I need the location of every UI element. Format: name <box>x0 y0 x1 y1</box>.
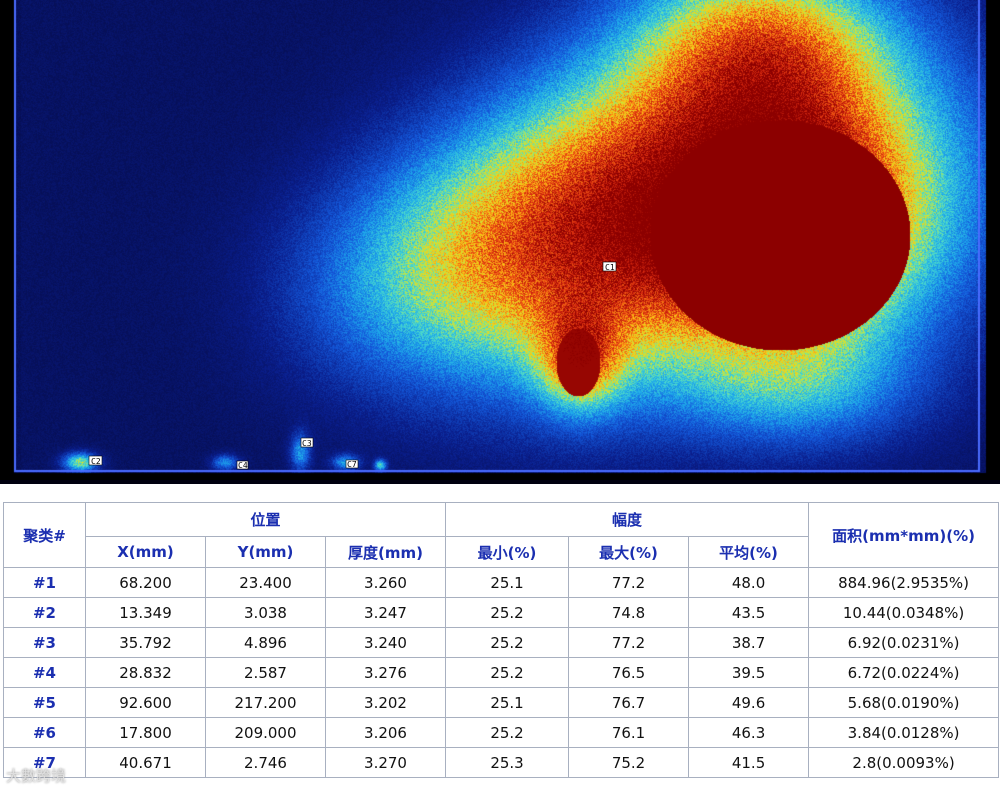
cluster-results-table: 聚类# 位置 幅度 面积(mm*mm)(%) X(mm) Y(mm) 厚度(mm… <box>0 484 1000 793</box>
marker-c7[interactable]: C7 <box>345 459 359 469</box>
table-row[interactable]: #4 28.832 2.587 3.276 25.2 76.5 39.5 6.7… <box>3 657 1000 688</box>
y-column-header[interactable]: Y(mm) <box>205 536 326 568</box>
avg-cell: 38.7 <box>688 627 810 658</box>
cluster-id: #7 <box>3 747 86 778</box>
thickness-cell: 3.270 <box>324 747 447 778</box>
area-header[interactable]: 面积(mm*mm)(%) <box>808 502 1000 568</box>
area-cell: 6.72(0.0224%) <box>808 657 1000 688</box>
avg-cell: 43.5 <box>688 597 810 628</box>
svg-text:C1: C1 <box>605 263 615 272</box>
cluster-table: 聚类# 位置 幅度 面积(mm*mm)(%) X(mm) Y(mm) 厚度(mm… <box>3 502 1000 778</box>
min-cell: 25.1 <box>445 687 570 718</box>
position-header[interactable]: 位置 <box>84 502 447 537</box>
thickness-cell: 3.206 <box>324 717 447 748</box>
cscan-panel: C1 C2 C3 C4 C7 <box>0 0 1000 484</box>
thickness-cell: 3.276 <box>324 657 447 688</box>
area-cell: 3.84(0.0128%) <box>808 717 1000 748</box>
y-cell: 2.587 <box>205 657 326 688</box>
area-cell: 884.96(2.9535%) <box>808 567 1000 598</box>
watermark-text: 大數跨境 <box>6 767 67 785</box>
area-cell: 2.8(0.0093%) <box>808 747 1000 778</box>
table-row[interactable]: #7 40.671 2.746 3.270 25.3 75.2 41.5 2.8… <box>3 747 1000 778</box>
thickness-cell: 3.240 <box>324 627 447 658</box>
max-cell: 74.8 <box>568 597 690 628</box>
x-column-header[interactable]: X(mm) <box>85 536 206 568</box>
min-column-header[interactable]: 最小(%) <box>445 536 570 568</box>
table-row[interactable]: #5 92.600 217.200 3.202 25.1 76.7 49.6 5… <box>3 687 1000 718</box>
x-cell: 17.800 <box>85 717 206 748</box>
x-cell: 68.200 <box>85 567 206 598</box>
x-cell: 13.349 <box>85 597 206 628</box>
svg-text:C7: C7 <box>347 460 357 469</box>
min-cell: 25.3 <box>445 747 570 778</box>
cscan-markers: C1 C2 C3 C4 C7 <box>88 261 617 470</box>
y-cell: 3.038 <box>205 597 326 628</box>
max-cell: 75.2 <box>568 747 690 778</box>
min-cell: 25.2 <box>445 717 570 748</box>
max-column-header[interactable]: 最大(%) <box>568 536 690 568</box>
max-cell: 77.2 <box>568 567 690 598</box>
avg-cell: 48.0 <box>688 567 810 598</box>
svg-text:C2: C2 <box>91 457 101 466</box>
svg-text:C4: C4 <box>238 461 248 470</box>
min-cell: 25.2 <box>445 627 570 658</box>
min-cell: 25.1 <box>445 567 570 598</box>
area-cell: 6.92(0.0231%) <box>808 627 1000 658</box>
cluster-id: #5 <box>3 687 86 718</box>
y-cell: 209.000 <box>205 717 326 748</box>
marker-c2[interactable]: C2 <box>88 455 103 466</box>
max-cell: 76.1 <box>568 717 690 748</box>
svg-text:C3: C3 <box>302 439 312 448</box>
avg-cell: 39.5 <box>688 657 810 688</box>
table-row[interactable]: #2 13.349 3.038 3.247 25.2 74.8 43.5 10.… <box>3 597 1000 628</box>
table-row[interactable]: #1 68.200 23.400 3.260 25.1 77.2 48.0 88… <box>3 567 1000 598</box>
y-cell: 217.200 <box>205 687 326 718</box>
amplitude-header[interactable]: 幅度 <box>445 502 810 537</box>
table-row[interactable]: #6 17.800 209.000 3.206 25.2 76.1 46.3 3… <box>3 717 1000 748</box>
max-cell: 77.2 <box>568 627 690 658</box>
x-cell: 92.600 <box>85 687 206 718</box>
area-cell: 10.44(0.0348%) <box>808 597 1000 628</box>
area-cell: 5.68(0.0190%) <box>808 687 1000 718</box>
cluster-id: #3 <box>3 627 86 658</box>
table-row[interactable]: #3 35.792 4.896 3.240 25.2 77.2 38.7 6.9… <box>3 627 1000 658</box>
y-cell: 2.746 <box>205 747 326 778</box>
avg-column-header[interactable]: 平均(%) <box>688 536 810 568</box>
cscan-heatmap <box>0 0 1000 480</box>
avg-cell: 49.6 <box>688 687 810 718</box>
avg-cell: 41.5 <box>688 747 810 778</box>
thickness-cell: 3.260 <box>324 567 447 598</box>
min-cell: 25.2 <box>445 657 570 688</box>
cluster-id: #4 <box>3 657 86 688</box>
x-cell: 35.792 <box>85 627 206 658</box>
thickness-column-header[interactable]: 厚度(mm) <box>324 536 447 568</box>
marker-c3[interactable]: C3 <box>300 437 314 448</box>
y-cell: 23.400 <box>205 567 326 598</box>
avg-cell: 46.3 <box>688 717 810 748</box>
cluster-header[interactable]: 聚类# <box>3 502 86 568</box>
max-cell: 76.7 <box>568 687 690 718</box>
thickness-cell: 3.247 <box>324 597 447 628</box>
cluster-id: #6 <box>3 717 86 748</box>
x-cell: 40.671 <box>85 747 206 778</box>
marker-c4[interactable]: C4 <box>236 460 249 470</box>
x-cell: 28.832 <box>85 657 206 688</box>
max-cell: 76.5 <box>568 657 690 688</box>
marker-c1[interactable]: C1 <box>602 261 617 272</box>
min-cell: 25.2 <box>445 597 570 628</box>
thickness-cell: 3.202 <box>324 687 447 718</box>
y-cell: 4.896 <box>205 627 326 658</box>
cluster-id: #1 <box>3 567 86 598</box>
cluster-id: #2 <box>3 597 86 628</box>
